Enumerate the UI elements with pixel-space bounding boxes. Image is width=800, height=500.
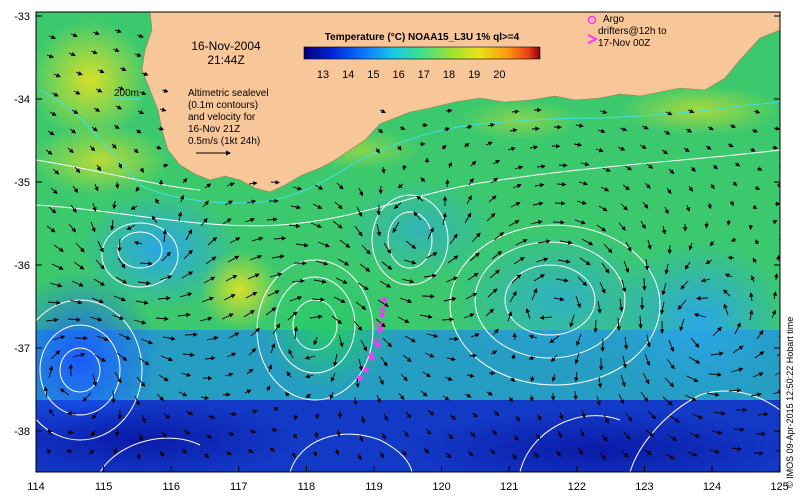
colorbar-tick-label: 16	[392, 69, 404, 81]
longitude-tick-label: 116	[162, 481, 180, 493]
latitude-tick-label: -37	[14, 343, 30, 355]
colorbar	[303, 46, 541, 60]
svg-text:drifters@12h to: drifters@12h to	[598, 26, 667, 37]
colorbar-tick-label: 18	[443, 69, 455, 81]
plot-frame	[35, 11, 781, 473]
svg-text:Altimetric sealevel: Altimetric sealevel	[188, 88, 269, 99]
latitude-tick-label: -33	[14, 11, 30, 23]
colorbar-tick-label: 15	[367, 69, 379, 81]
longitude-tick-label: 125	[770, 481, 788, 493]
latitude-tick-label: -34	[14, 94, 30, 106]
svg-text:0.5m/s (1kt 24h): 0.5m/s (1kt 24h)	[188, 136, 260, 147]
svg-text:16-Nov 21Z: 16-Nov 21Z	[188, 124, 240, 135]
sst-field	[36, 12, 780, 472]
colorbar-tick-label: 17	[418, 69, 430, 81]
longitude-tick-label: 117	[230, 481, 248, 493]
isobath-legend-label: 200m	[114, 88, 139, 99]
longitude-tick-label: 118	[298, 481, 316, 493]
latitude-tick-label: -38	[14, 426, 30, 438]
argo-legend: Argo drifters@12h to 17-Nov 00Z	[587, 14, 667, 49]
svg-text:Argo: Argo	[603, 14, 625, 25]
svg-text:(0.1m contours): (0.1m contours)	[188, 100, 258, 111]
argo-circle-icon	[587, 15, 597, 25]
longitude-tick-label: 121	[500, 481, 518, 493]
longitude-tick-label: 120	[432, 481, 450, 493]
longitude-tick-label: 115	[95, 481, 113, 493]
longitude-tick-label: 124	[703, 481, 721, 493]
colorbar-tick-label: 19	[468, 69, 480, 81]
colorbar-tick-label: 20	[493, 69, 505, 81]
latitude-tick-label: -35	[14, 177, 30, 189]
longitude-axis: 114 115 116 117 118 119 120 121 122 123 124 125	[27, 466, 789, 493]
land-mass	[141, 12, 780, 193]
isobath-200m	[39, 89, 780, 204]
date-label: 16-Nov-2004	[191, 39, 261, 53]
colorbar-tick-label: 13	[317, 69, 329, 81]
colorbar-tick-label: 14	[342, 69, 354, 81]
longitude-tick-label: 114	[27, 481, 45, 493]
credit-text: © IMOS 09-Apr-2015 12:50:22 Hobart time	[785, 317, 795, 488]
svg-text:17-Nov 00Z: 17-Nov 00Z	[598, 38, 650, 49]
svg-text:and velocity for: and velocity for	[188, 112, 256, 123]
velocity-arrows	[43, 28, 780, 461]
longitude-tick-label: 119	[365, 481, 383, 493]
longitude-tick-label: 122	[568, 481, 586, 493]
colorbar-title: Temperature (°C) NOAA15_L3U 1% ql>=4	[325, 32, 520, 43]
altimetry-note: Altimetric sealevel (0.1m contours) and …	[188, 88, 269, 156]
time-label: 21:44Z	[207, 53, 244, 67]
sea-level-contours	[36, 149, 780, 472]
argo-drifter-tracks	[357, 297, 387, 381]
latitude-axis: -33 -34 -35 -36 -37 -38	[14, 11, 780, 438]
colorbar-ticks: 13 14 15 16 17 18 19 20	[317, 69, 506, 81]
latitude-tick-label: -36	[14, 260, 30, 272]
longitude-tick-label: 123	[635, 481, 653, 493]
argo-chevron-icon	[587, 34, 599, 44]
